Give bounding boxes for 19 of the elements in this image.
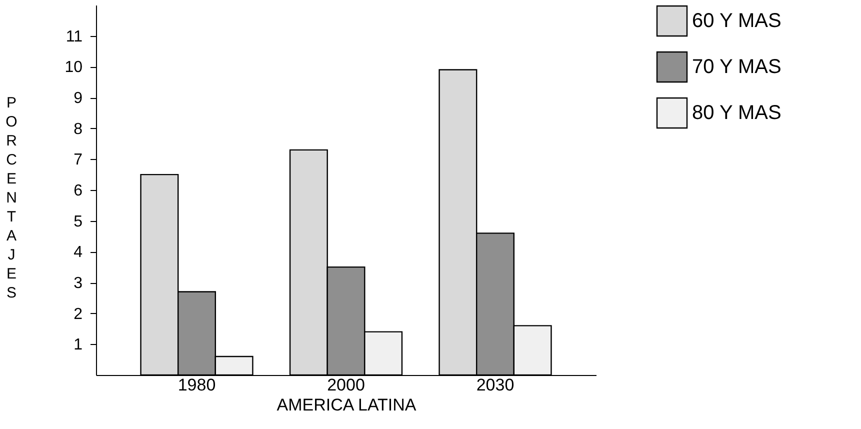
x-tick-label: 2030 bbox=[476, 376, 514, 394]
legend-label: 60 Y MAS bbox=[692, 10, 782, 32]
y-tick-label: 6 bbox=[74, 182, 83, 200]
y-tick-label: 4 bbox=[74, 244, 83, 262]
y-tick-label: 1 bbox=[74, 336, 83, 354]
y-tick-label: 7 bbox=[74, 152, 83, 169]
y-tick-label: 8 bbox=[74, 120, 83, 138]
text: PORCENTAJES bbox=[6, 94, 18, 302]
x-tick-label: 1980 bbox=[178, 376, 216, 394]
x-axis-title: AMERICA LATINA bbox=[276, 396, 417, 414]
y-tick-label: 3 bbox=[74, 275, 83, 292]
y-tick-label: 11 bbox=[66, 28, 83, 46]
x-tick-label: 2000 bbox=[327, 376, 365, 394]
y-tick-label: 2 bbox=[74, 306, 83, 323]
y-tick-label: 10 bbox=[64, 59, 83, 76]
legend-label: 80 Y MAS bbox=[692, 102, 782, 124]
y-tick-label: 5 bbox=[74, 213, 83, 230]
y-tick-label: 9 bbox=[74, 90, 83, 107]
legend-label: 70 Y MAS bbox=[692, 56, 782, 78]
